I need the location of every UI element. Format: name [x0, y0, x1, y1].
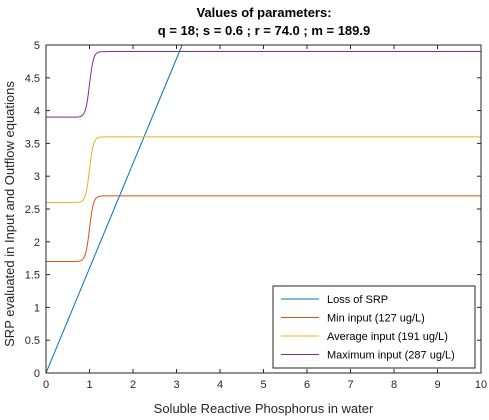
- series-line: [46, 51, 481, 118]
- y-tick-label: 1.5: [25, 270, 40, 282]
- x-tick-label: 7: [347, 379, 353, 391]
- y-tick-label: 4.5: [25, 73, 40, 85]
- legend-label: Maximum input (287 ug/L): [327, 350, 455, 362]
- chart-title: Values of parameters:: [196, 5, 331, 20]
- series-line: [46, 136, 481, 203]
- legend-label: Loss of SRP: [327, 294, 388, 306]
- ticks-layer: 0 1 2 3 4 5 6 7 8 9 10 0 0.5 1 1.5 2 2.5 3 3.5 4 4.5 5: [25, 40, 487, 391]
- x-tick-label: 5: [260, 379, 266, 391]
- x-tick-label: 1: [86, 379, 92, 391]
- legend-label: Min input (127 ug/L): [327, 313, 425, 325]
- x-tick-label: 8: [391, 379, 397, 391]
- y-tick-label: 2: [34, 237, 40, 249]
- y-tick-label: 0.5: [25, 335, 40, 347]
- y-tick-label: 1: [34, 302, 40, 314]
- y-tick-label: 5: [34, 40, 40, 52]
- y-tick-label: 4: [34, 106, 40, 118]
- y-tick-label: 0: [34, 368, 40, 380]
- chart-subtitle: q = 18; s = 0.6 ; r = 74.0 ; m = 189.9: [158, 23, 370, 38]
- x-tick-label: 6: [304, 379, 310, 391]
- x-tick-label: 4: [217, 379, 223, 391]
- x-tick-label: 9: [434, 379, 440, 391]
- y-axis-label: SRP evaluated in Input and Outflow equat…: [2, 81, 17, 347]
- y-tick-label: 3: [34, 171, 40, 183]
- y-tick-label: 2.5: [25, 204, 40, 216]
- x-tick-label: 10: [475, 379, 487, 391]
- series-layer: [46, 45, 481, 373]
- x-axis-label: Soluble Reactive Phosphorus in water: [154, 401, 374, 416]
- series-line: [46, 195, 481, 262]
- x-tick-label: 0: [43, 379, 49, 391]
- legend: Loss of SRP Min input (127 ug/L) Average i…: [272, 285, 476, 369]
- x-tick-label: 3: [173, 379, 179, 391]
- x-tick-label: 2: [130, 379, 136, 391]
- legend-label: Average input (191 ug/L): [327, 331, 448, 343]
- series-line: [46, 45, 183, 373]
- y-tick-label: 3.5: [25, 138, 40, 150]
